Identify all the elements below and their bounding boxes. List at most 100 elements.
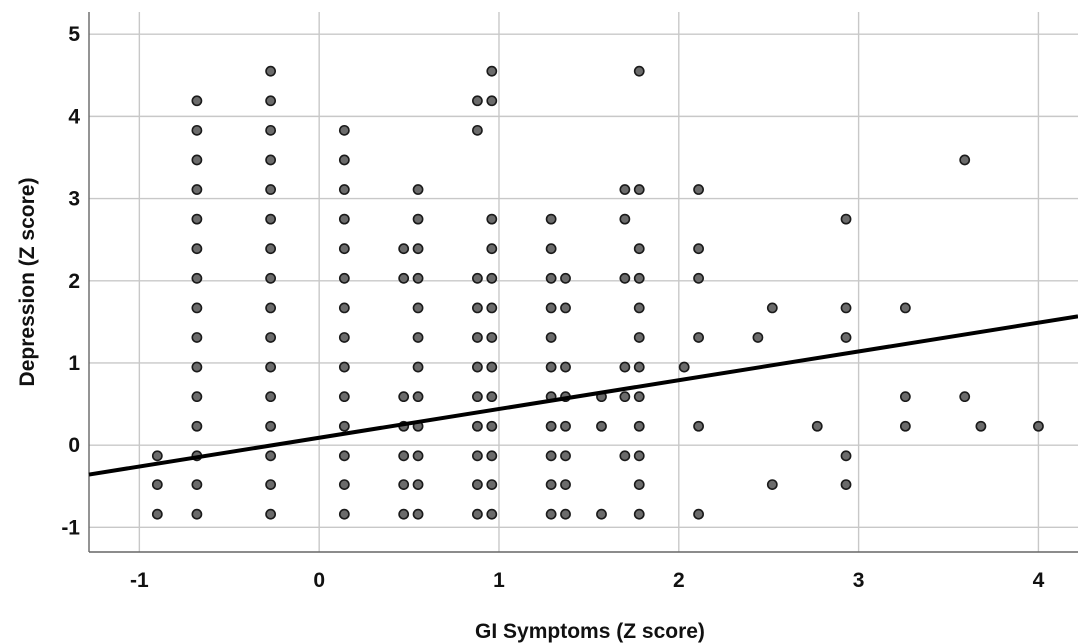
data-point <box>619 272 631 284</box>
fit-line <box>88 314 1078 477</box>
data-point <box>412 213 424 225</box>
x-tick-label: -1 <box>130 569 149 592</box>
data-point <box>265 450 277 462</box>
data-point <box>151 450 163 462</box>
data-point <box>486 95 498 107</box>
x-tick-label: 2 <box>673 569 685 592</box>
fit-line-group <box>88 314 1078 477</box>
data-point <box>265 124 277 136</box>
data-point <box>191 184 203 195</box>
data-point <box>265 302 277 314</box>
data-point <box>191 302 203 314</box>
data-point <box>545 213 557 225</box>
data-point <box>472 124 483 136</box>
data-point <box>191 213 203 225</box>
data-point <box>338 302 350 314</box>
data-point <box>265 243 277 255</box>
data-point <box>472 450 483 462</box>
data-point <box>412 272 424 284</box>
data-point <box>545 332 557 343</box>
data-point <box>619 184 631 195</box>
data-point <box>633 420 645 432</box>
axes <box>88 12 1078 553</box>
data-point <box>899 391 911 403</box>
data-point <box>398 450 410 462</box>
y-tick-label: 3 <box>68 188 80 211</box>
data-point <box>265 479 277 491</box>
data-point <box>633 361 645 373</box>
data-point <box>338 272 350 284</box>
x-tick-label: 0 <box>313 569 325 592</box>
data-point <box>338 479 350 491</box>
data-point <box>412 184 424 195</box>
data-point <box>545 272 557 284</box>
data-point <box>486 391 498 403</box>
data-point <box>560 302 571 314</box>
x-tick-label: 3 <box>853 569 865 592</box>
data-point <box>191 361 203 373</box>
data-point <box>486 302 498 314</box>
data-point <box>472 361 483 373</box>
y-tick-label: 2 <box>68 270 80 293</box>
x-axis-label: GI Symptoms (Z score) <box>475 620 705 643</box>
data-point <box>693 184 704 195</box>
data-point <box>191 479 203 491</box>
data-point <box>472 479 483 491</box>
data-point <box>596 508 607 520</box>
data-point <box>338 332 350 343</box>
data-point <box>412 361 424 373</box>
y-tick-label: -1 <box>61 516 80 539</box>
data-point <box>265 272 277 284</box>
data-point <box>191 243 203 255</box>
data-point <box>472 332 483 343</box>
data-points <box>151 65 1044 520</box>
data-point <box>472 420 483 432</box>
data-point <box>265 65 277 77</box>
data-point <box>619 213 631 225</box>
data-point <box>486 361 498 373</box>
data-point <box>693 508 704 520</box>
data-point <box>486 332 498 343</box>
data-point <box>265 391 277 403</box>
data-point <box>191 124 203 136</box>
y-tick-label: 0 <box>68 434 80 457</box>
data-point <box>486 243 498 255</box>
data-point <box>545 420 557 432</box>
data-point <box>265 332 277 343</box>
data-point <box>191 154 203 166</box>
data-point <box>412 391 424 403</box>
data-point <box>560 361 571 373</box>
data-point <box>633 391 645 403</box>
data-point <box>545 508 557 520</box>
data-point <box>752 332 764 343</box>
data-point <box>486 479 498 491</box>
data-point <box>338 124 350 136</box>
data-point <box>472 95 483 107</box>
data-point <box>840 302 852 314</box>
data-point <box>472 508 483 520</box>
data-point <box>486 508 498 520</box>
data-point <box>265 154 277 166</box>
data-point <box>486 213 498 225</box>
data-point <box>560 272 571 284</box>
data-point <box>545 302 557 314</box>
x-tick-label: 4 <box>1033 569 1045 592</box>
data-point <box>633 302 645 314</box>
data-point <box>560 420 571 432</box>
data-point <box>265 213 277 225</box>
data-point <box>338 391 350 403</box>
data-point <box>265 184 277 195</box>
data-point <box>151 479 163 491</box>
data-point <box>693 420 704 432</box>
data-point <box>633 65 645 77</box>
data-point <box>398 479 410 491</box>
y-axis-label: Depression (Z score) <box>16 178 39 387</box>
data-point <box>265 95 277 107</box>
data-point <box>338 243 350 255</box>
data-point <box>412 243 424 255</box>
data-point <box>840 332 852 343</box>
data-point <box>338 420 350 432</box>
data-point <box>633 272 645 284</box>
data-point <box>486 450 498 462</box>
